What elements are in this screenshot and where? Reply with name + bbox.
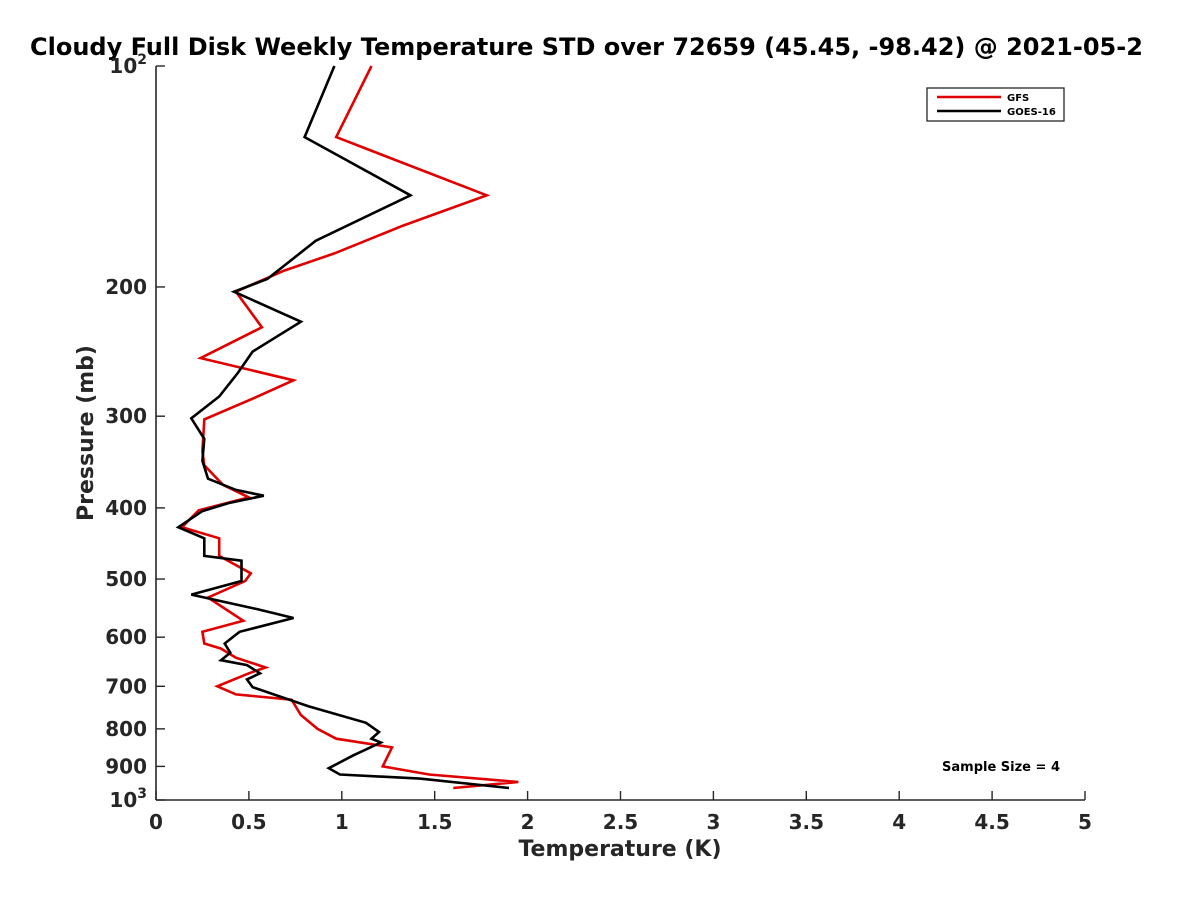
x-tick-label: 1.5	[417, 810, 452, 834]
y-tick-label: 900	[105, 754, 147, 778]
y-axis-label: Pressure (mb)	[74, 345, 99, 521]
y-tick-label: 400	[105, 496, 147, 520]
series-line-gfs	[179, 65, 519, 790]
legend-label-gfs: GFS	[1007, 93, 1029, 104]
legend-box	[926, 87, 1065, 122]
axes: 0 0.5 1 1.5 2 2.5 3 3.5 4 4.5 5 102 200 300 400 500 600 7…	[105, 52, 1092, 834]
x-tick-label: 4	[892, 810, 906, 834]
plot-area	[175, 65, 519, 790]
y-tick-label: 600	[105, 625, 147, 649]
y-tick-label: 800	[105, 717, 147, 741]
legend: GFS GOES-16	[926, 87, 1065, 122]
x-tick-label: 0.5	[231, 810, 266, 834]
x-tick-label: 1	[335, 810, 349, 834]
y-tick-label: 200	[105, 275, 147, 299]
y-tick-label: 700	[105, 674, 147, 698]
sample-size-annotation: Sample Size = 4	[942, 760, 1060, 775]
legend-label-goes-16: GOES-16	[1007, 107, 1056, 118]
x-tick-label: 0	[149, 810, 163, 834]
x-tick-label: 4.5	[974, 810, 1009, 834]
x-axis-label: Temperature (K)	[518, 837, 721, 862]
x-tick-label: 2	[521, 810, 535, 834]
y-tick-label: 500	[105, 567, 147, 591]
x-tick-label: 2.5	[603, 810, 638, 834]
x-tick-label: 3.5	[789, 810, 824, 834]
y-tick-label: 300	[105, 404, 147, 428]
y-tick-label: 102	[109, 52, 147, 78]
chart-title: Cloudy Full Disk Weekly Temperature STD …	[30, 33, 1143, 61]
y-tick-label: 103	[109, 786, 147, 812]
x-tick-label: 3	[706, 810, 720, 834]
series-line-goes-16	[175, 65, 510, 790]
x-tick-label: 5	[1078, 810, 1092, 834]
